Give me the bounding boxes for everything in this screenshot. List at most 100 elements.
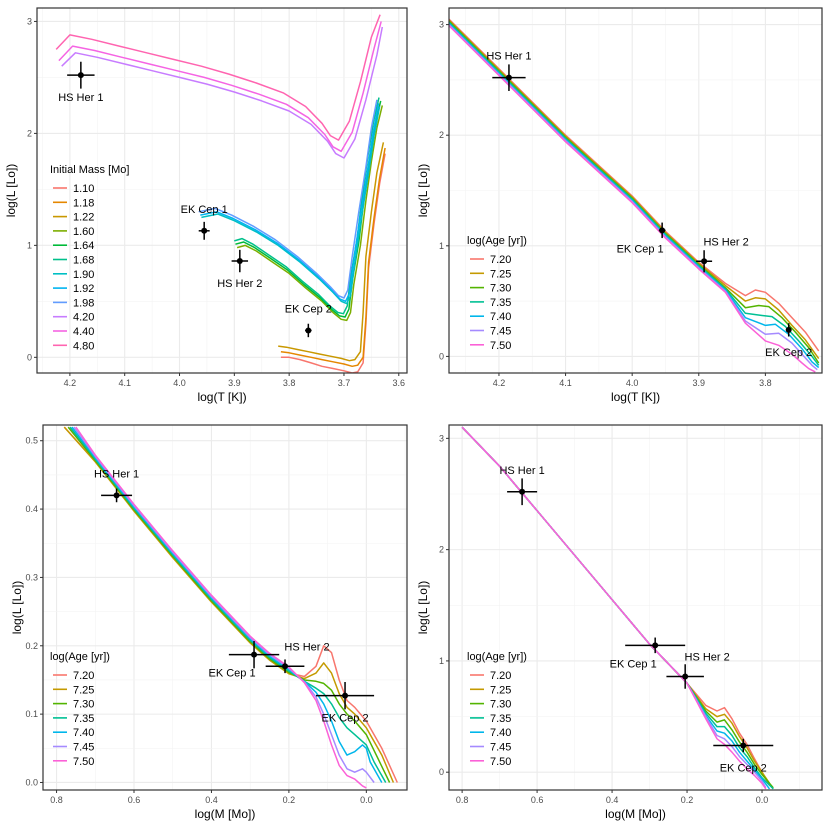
x-tick-label: 4.1	[118, 378, 131, 388]
y-axis-title: log(L [Lo])	[416, 164, 430, 218]
series-lines	[449, 18, 820, 373]
x-tick-label: 0.6	[128, 795, 141, 805]
x-tick-label: 0.4	[205, 795, 218, 805]
x-axis-title: log(T [K])	[197, 390, 246, 404]
legend-label: 7.45	[490, 326, 511, 338]
x-tick-label: 3.7	[338, 378, 351, 388]
series-lines	[55, 14, 386, 373]
point-label: EK Cep 2	[321, 713, 368, 725]
series-line-7.50	[75, 426, 367, 789]
star-point: HS Her 1	[94, 468, 139, 503]
legend-title: log(Age [yr])	[50, 651, 110, 663]
series-line-7.40	[449, 22, 820, 369]
data-point	[282, 663, 289, 670]
data-point	[342, 692, 349, 699]
legend-label: 7.20	[490, 254, 511, 266]
star-point: HS Her 1	[58, 61, 103, 104]
point-label: HS Her 1	[58, 92, 103, 104]
star-point: HS Her 2	[696, 236, 749, 273]
legend-label: 7.50	[73, 756, 94, 768]
star-point: EK Cep 2	[765, 323, 812, 359]
point-label: HS Her 2	[703, 236, 748, 248]
legend-label: 1.60	[73, 226, 94, 238]
data-point	[505, 74, 512, 81]
y-tick-label: 3	[27, 16, 32, 26]
y-tick-label: 3	[439, 20, 444, 30]
panel-4: HS Her 1 EK Cep 1 HS Her 2 EK Cep 2 0.8 0.6 0.…	[416, 424, 823, 821]
y-tick-label: 0.2	[25, 641, 38, 651]
legend-label: 7.50	[490, 756, 511, 768]
legend-label: 7.20	[73, 670, 94, 682]
x-tick-label: 0.4	[606, 795, 619, 805]
point-label: HS Her 1	[499, 465, 544, 477]
series-line-1.18	[280, 147, 386, 368]
series-line-7.45	[449, 24, 818, 371]
panel-1: HS Her 1 EK Cep 1 HS Her 2 EK Cep 2 4.2 4.1 4.…	[4, 7, 408, 404]
legend-label: 1.92	[73, 283, 94, 295]
legend-label: 1.64	[73, 240, 94, 252]
data-point	[113, 492, 120, 499]
data-point	[77, 72, 84, 79]
legend: log(Age [yr]) 7.20 7.25 7.30 7.35 7.40 7.45 7.5…	[50, 651, 110, 768]
y-tick-label: 0.3	[25, 572, 38, 582]
legend-label: 7.30	[73, 699, 94, 711]
series-line-7.50	[449, 25, 816, 373]
y-tick-label: 0.5	[25, 436, 38, 446]
x-tick-label: 0.2	[681, 795, 694, 805]
legend-label: 1.98	[73, 297, 94, 309]
legend: log(Age [yr]) 7.20 7.25 7.30 7.35 7.40 7.45 7.5…	[467, 651, 527, 768]
legend-title: Initial Mass [Mo]	[50, 164, 129, 176]
data-point	[305, 327, 312, 334]
data-point	[201, 227, 208, 234]
x-tick-label: 0.8	[50, 795, 63, 805]
data-point	[785, 326, 792, 333]
legend-label: 7.30	[490, 283, 511, 295]
star-point: EK Cep 1	[610, 637, 686, 670]
series-line-4.40	[58, 21, 382, 153]
legend: Initial Mass [Mo] 1.10 1.18 1.22 1.60 1.64 1.6…	[50, 164, 129, 352]
y-tick-label: 0	[439, 351, 444, 361]
y-tick-label: 2	[27, 128, 32, 138]
panel-2: HS Her 1 EK Cep 1 HS Her 2 EK Cep 2 4.2 4.1 4.…	[416, 7, 823, 404]
series-line-7.45	[73, 426, 375, 783]
series-line-7.25	[449, 19, 820, 360]
legend-label: 7.50	[490, 340, 511, 352]
legend-label: 7.20	[490, 670, 511, 682]
point-label: HS Her 2	[284, 641, 329, 653]
point-label: EK Cep 1	[208, 668, 255, 680]
y-tick-label: 1	[439, 656, 444, 666]
star-point: EK Cep 2	[285, 303, 332, 338]
x-tick-label: 3.6	[393, 378, 406, 388]
series-line-7.30	[449, 20, 820, 364]
legend-label: 1.18	[73, 197, 94, 209]
data-point	[251, 651, 258, 658]
star-point: EK Cep 2	[316, 682, 375, 725]
star-point: EK Cep 2	[713, 738, 774, 774]
point-label: EK Cep 2	[720, 762, 767, 774]
panel-3: HS Her 1 EK Cep 1 HS Her 2 EK Cep 2 0.8 0.6 0.…	[10, 424, 408, 821]
star-point: EK Cep 1	[617, 222, 666, 255]
x-tick-label: 4.0	[626, 378, 639, 388]
legend-label: 7.25	[490, 268, 511, 280]
point-label: HS Her 2	[217, 278, 262, 290]
plot-background	[43, 425, 407, 790]
legend-label: 7.35	[490, 713, 511, 725]
legend-label: 7.45	[490, 742, 511, 754]
legend-label: 4.20	[73, 312, 94, 324]
data-point	[701, 258, 708, 265]
y-tick-label: 1	[439, 241, 444, 251]
series-line-4.80	[55, 14, 381, 141]
data-point	[740, 742, 747, 749]
legend-label: 1.10	[73, 183, 94, 195]
point-label: EK Cep 1	[610, 658, 657, 670]
series-line-7.20	[449, 18, 820, 352]
star-point: EK Cep 1	[181, 204, 228, 240]
y-axis-title: log(L [Lo])	[10, 581, 24, 635]
series-lines	[461, 426, 774, 790]
panel-border	[448, 424, 823, 791]
data-point	[236, 258, 243, 265]
star-point: HS Her 1	[499, 465, 545, 506]
x-tick-label: 4.1	[559, 378, 572, 388]
point-label: EK Cep 1	[617, 243, 664, 255]
